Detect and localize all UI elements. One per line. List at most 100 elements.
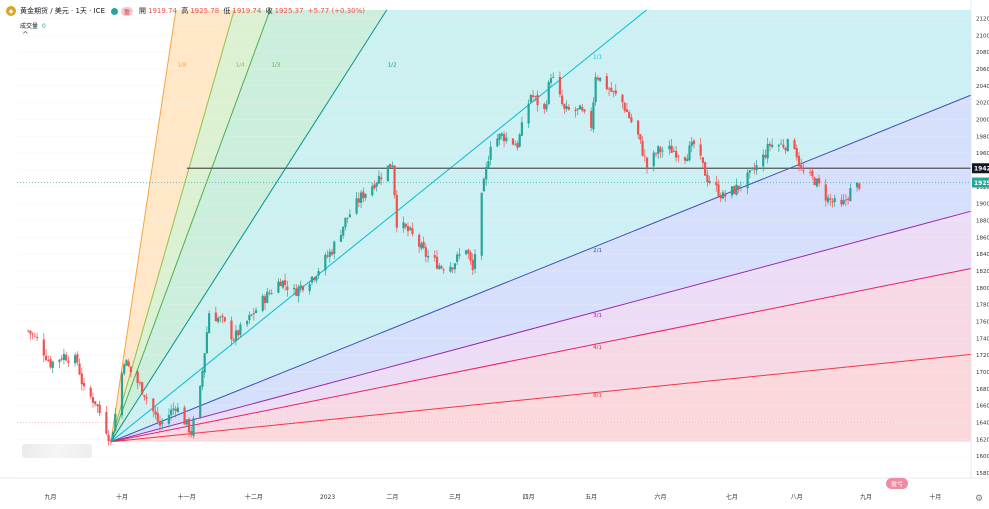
y-tick-label-17: 1920 [976,185,989,191]
candle-body [567,106,570,110]
candle-body [371,186,374,196]
candle-body [813,177,816,186]
fan-line-1/2 [110,9,388,443]
corner-badge[interactable]: 盈亏 [886,478,908,489]
candle-body [800,165,803,170]
candle-body [136,371,139,384]
symbol-title[interactable]: 黄金期货 / 美元 · 1天 · ICE [20,7,105,15]
candle-body [748,170,751,173]
candle-body [310,276,314,283]
candle-body [317,271,320,276]
candle-body [58,359,61,363]
candle-body [89,387,92,397]
candle-body [127,361,130,367]
candle-body [746,172,749,189]
close-label: 收 [265,7,273,15]
x-tick-label-0: 九月 [45,493,57,501]
candle-body [784,147,787,151]
candle-body [717,184,720,197]
candle-body [643,155,646,157]
fan-line-8/1 [110,353,972,443]
y-tick-label-22: 2020 [976,101,989,107]
candle-body [534,96,537,98]
candle-body [232,339,235,341]
x-tick-label-7: 四月 [523,494,535,501]
candle-body [809,171,812,173]
candle-body [442,269,445,271]
candle-body [96,404,99,406]
y-tick-label-3: 1640 [976,420,989,426]
candle-body [373,184,376,189]
candle-body [612,91,615,92]
x-tick-label-9: 六月 [654,493,666,501]
candle-body [625,109,629,113]
candle-body [779,143,783,145]
candle-body [145,397,148,399]
candle-body [768,143,772,146]
candle-body [826,197,830,203]
candle-body [266,291,269,303]
candle-body [527,103,530,124]
fan-label-6: 3/1 [593,313,602,319]
y-tick-label-25: 2080 [976,50,989,56]
candle-body [156,412,159,422]
open-value: 1919.74 [148,7,177,15]
candle-body [76,354,79,363]
candle-body [518,134,521,147]
candle-body [205,332,209,354]
candle-body [847,198,850,201]
candle-body [605,76,608,90]
candle-body [842,200,845,205]
candle-body [292,287,296,290]
candle-body [549,78,553,83]
change-value: +5.77 (+0.30%) [307,7,366,15]
settings-gear-icon[interactable]: ⚙ [975,494,984,504]
candle-body [62,353,66,360]
candle-body [418,234,421,247]
candle-body [420,243,423,249]
candle-body [111,431,115,442]
fan-label-1: 1/4 [236,63,245,69]
candle-body [435,256,439,269]
candle-body [42,339,45,356]
ohlc-readout: 開 1919.74 高 1925.78 低 1919.74 收 1925.37 +5.7… [139,6,367,16]
candle-body [426,255,430,258]
fan-line-1/8 [110,9,177,442]
candle-body [98,404,101,414]
x-tick-label-5: 二月 [386,494,398,501]
candle-body [692,140,696,145]
candle-body [545,104,548,110]
candle-body [364,193,367,198]
candle-body [154,411,157,415]
candle-body [190,431,193,435]
candle-body [811,171,814,177]
candle-body [657,146,660,154]
candle-body [715,181,718,186]
candle-body [596,77,599,80]
candle-body [451,267,454,270]
y-tick-label-27: 2120 [976,16,989,22]
candle-body [469,252,472,261]
candle-body [782,144,785,148]
x-tick-label-3: 十二月 [245,493,263,501]
gold-logo-icon: ◆ [6,6,16,16]
candle-body [281,280,284,288]
candle-body [637,120,640,135]
fan-line-3/1 [110,210,972,443]
fan-label-7: 4/1 [593,345,602,351]
collapse-chevron-icon[interactable]: ^ [22,30,29,39]
candle-body [659,147,662,153]
candle-body [672,151,675,152]
price-marker-last [972,177,989,188]
x-tick-label-2: 十一月 [178,493,196,501]
candle-body [295,288,298,296]
candle-body [109,439,112,441]
x-tick-label-10: 七月 [726,493,738,501]
y-tick-label-5: 1680 [976,387,989,393]
candle-body [594,77,597,103]
fan-label-2: 1/3 [271,63,280,69]
candle-body [592,102,595,130]
candle-body [268,292,271,294]
candle-body [94,401,97,405]
